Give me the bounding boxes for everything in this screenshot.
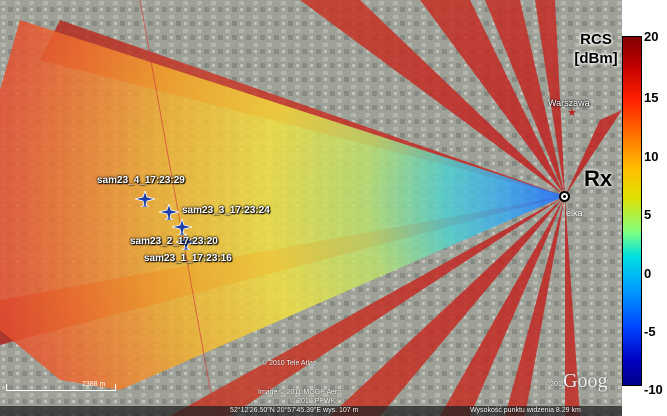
aircraft-label: sam23_4_17:23:29 xyxy=(97,175,185,186)
plane-icon[interactable] xyxy=(176,234,196,250)
plane-icon[interactable] xyxy=(159,204,179,220)
receiver-site-label: elka xyxy=(566,208,583,218)
city-label: Warszawa xyxy=(548,98,590,108)
attribution-year: ©2010 xyxy=(545,381,566,388)
aircraft-label: sam23_1_17:23:16 xyxy=(144,253,232,264)
status-coords: 52°12'26.50"N 20°57'45.39"E wys. 107 m xyxy=(230,407,359,414)
colorbar-tick: -5 xyxy=(644,324,656,339)
aircraft-label: sam23_3_17:23:24 xyxy=(182,205,270,216)
rcs-heatmap xyxy=(0,0,622,416)
colorbar-gradient xyxy=(622,36,642,386)
scale-bar xyxy=(6,384,116,391)
colorbar-title-text: RCS xyxy=(580,31,612,48)
colorbar: 20 15 10 5 0 -5 -10 xyxy=(622,0,667,416)
main-beam xyxy=(0,20,565,390)
colorbar-tick: 0 xyxy=(644,266,652,281)
status-eye-altitude: Wysokość punktu widzenia 8.29 km xyxy=(470,407,581,414)
colorbar-tick: 5 xyxy=(644,207,652,222)
receiver-label: Rx xyxy=(584,166,613,191)
attribution-image: Image © 2011 MGGP Aero xyxy=(258,389,342,396)
colorbar-tick: -10 xyxy=(644,382,663,397)
colorbar-tick: 20 xyxy=(644,29,659,44)
colorbar-tick: 10 xyxy=(644,149,659,164)
scale-label: 2388 m xyxy=(82,381,106,388)
aircraft-label: sam23_2_17:23:20 xyxy=(130,236,218,247)
plane-icon[interactable] xyxy=(172,219,192,235)
attribution-ppwk: © 2010 PPWK xyxy=(290,398,336,405)
receiver-marker[interactable] xyxy=(559,191,570,202)
colorbar-unit: [dBm] xyxy=(574,50,618,67)
colorbar-tick: 15 xyxy=(644,90,659,105)
attribution-tele-atlas: © 2010 Tele Atlas xyxy=(262,360,317,367)
colorbar-title: RCS [dBm] xyxy=(570,30,622,68)
plane-icon[interactable] xyxy=(135,191,155,207)
google-logo: Goog xyxy=(563,370,608,392)
city-star-icon: ★ xyxy=(567,107,577,119)
map-view[interactable]: sam23_4_17:23:29 sam23_3_17:23:24 sam23_… xyxy=(0,0,622,416)
